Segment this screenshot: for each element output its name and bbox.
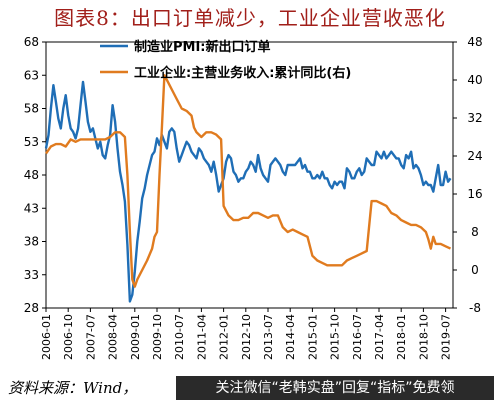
y-right-tick-label: -8 bbox=[469, 301, 481, 315]
y-left-tick-label: 63 bbox=[24, 68, 39, 82]
x-tick-label: 2017-04 bbox=[373, 314, 386, 360]
x-tick-label: 2006-01 bbox=[40, 314, 53, 360]
y-right-tick-label: 0 bbox=[471, 263, 479, 277]
y-left-tick-label: 38 bbox=[24, 235, 39, 249]
footer-bar: 资料来源：Wind， 关注微信“老韩实盘”回复“指标”免费领 bbox=[0, 373, 500, 403]
x-tick-label: 2013-07 bbox=[262, 314, 275, 360]
x-tick-label: 2014-04 bbox=[284, 314, 297, 360]
x-tick-label: 2009-10 bbox=[151, 314, 164, 360]
series-line-pmi-export-orders bbox=[44, 80, 452, 303]
y-left-tick-label: 28 bbox=[24, 301, 39, 315]
chart-title: 图表8：出口订单减少，工业企业营收恶化 bbox=[54, 6, 446, 30]
x-tick-label: 2016-07 bbox=[351, 314, 364, 360]
y-left-tick-label: 33 bbox=[24, 268, 39, 282]
y-left-tick-label: 58 bbox=[24, 102, 39, 116]
x-tick-label: 2011-04 bbox=[195, 314, 208, 360]
y-right-tick-label: 16 bbox=[467, 187, 482, 201]
x-tick-label: 2012-01 bbox=[218, 314, 231, 360]
y-left-tick-label: 48 bbox=[24, 168, 39, 182]
y-left-tick-label: 43 bbox=[24, 201, 39, 215]
x-tick-label: 2018-01 bbox=[395, 314, 408, 360]
legend-label: 工业企业:主营业务收入:累计同比(右) bbox=[134, 65, 351, 81]
y-right-tick-label: 40 bbox=[467, 73, 482, 87]
x-tick-label: 2009-01 bbox=[129, 314, 142, 360]
y-left-tick-label: 53 bbox=[24, 135, 39, 149]
x-tick-label: 2006-10 bbox=[62, 314, 75, 360]
x-tick-label: 2012-10 bbox=[240, 314, 253, 360]
watermark-banner: 关注微信“老韩实盘”回复“指标”免费领 bbox=[176, 376, 494, 400]
x-tick-label: 2008-04 bbox=[107, 314, 120, 360]
x-tick-label: 2007-07 bbox=[84, 314, 97, 360]
y-right-tick-label: 32 bbox=[467, 111, 482, 125]
y-left-tick-label: 68 bbox=[24, 35, 39, 49]
x-tick-label: 2019-07 bbox=[440, 314, 453, 360]
series-line-industrial-revenue bbox=[45, 74, 452, 288]
y-right-tick-label: 24 bbox=[467, 149, 482, 163]
line-chart: 28 33 38 43 48 53 58 63 68 -8 0 8 16 24 32 40 48 2006-01 2… bbox=[24, 35, 483, 360]
source-note: 资料来源：Wind， bbox=[8, 379, 138, 397]
x-tick-label: 2018-10 bbox=[417, 314, 430, 360]
plot-frame bbox=[45, 41, 454, 309]
x-tick-label: 2015-01 bbox=[306, 314, 319, 360]
x-tick-label: 2015-10 bbox=[329, 314, 342, 360]
y-right-tick-label: 8 bbox=[471, 225, 479, 239]
x-tick-label: 2010-07 bbox=[173, 314, 186, 360]
legend-label: 制造业PMI:新出口订单 bbox=[134, 39, 271, 55]
y-right-tick-label: 48 bbox=[467, 35, 482, 49]
